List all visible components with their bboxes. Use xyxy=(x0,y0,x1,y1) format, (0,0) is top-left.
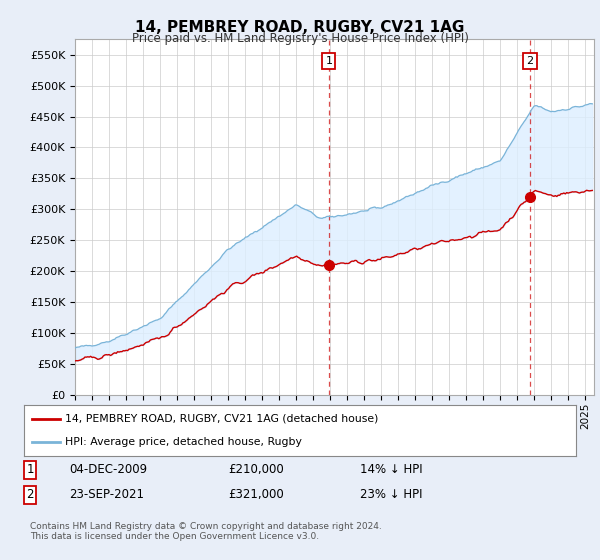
Text: 14% ↓ HPI: 14% ↓ HPI xyxy=(360,463,422,476)
Text: 04-DEC-2009: 04-DEC-2009 xyxy=(69,463,147,476)
Text: Price paid vs. HM Land Registry's House Price Index (HPI): Price paid vs. HM Land Registry's House … xyxy=(131,32,469,45)
Text: 14, PEMBREY ROAD, RUGBY, CV21 1AG (detached house): 14, PEMBREY ROAD, RUGBY, CV21 1AG (detac… xyxy=(65,414,379,424)
Text: 14, PEMBREY ROAD, RUGBY, CV21 1AG: 14, PEMBREY ROAD, RUGBY, CV21 1AG xyxy=(136,20,464,35)
Text: £321,000: £321,000 xyxy=(228,488,284,501)
Text: 23-SEP-2021: 23-SEP-2021 xyxy=(69,488,144,501)
Text: 2: 2 xyxy=(526,56,533,66)
Text: 1: 1 xyxy=(26,463,34,476)
Text: 23% ↓ HPI: 23% ↓ HPI xyxy=(360,488,422,501)
Text: Contains HM Land Registry data © Crown copyright and database right 2024.
This d: Contains HM Land Registry data © Crown c… xyxy=(30,522,382,542)
Text: £210,000: £210,000 xyxy=(228,463,284,476)
Text: 2: 2 xyxy=(26,488,34,501)
Text: HPI: Average price, detached house, Rugby: HPI: Average price, detached house, Rugb… xyxy=(65,437,302,447)
Text: 1: 1 xyxy=(325,56,332,66)
